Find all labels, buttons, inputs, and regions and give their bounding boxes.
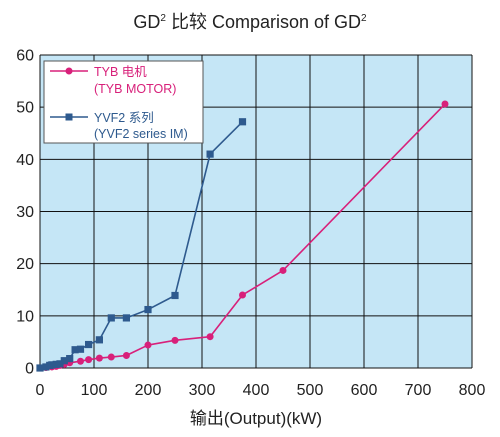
legend-label-tyb-line1: TYB 电机: [94, 65, 147, 79]
legend-box: [43, 60, 204, 144]
data-point: [107, 353, 115, 361]
y-tick-label: 50: [16, 100, 34, 117]
legend-label-tyb-line2: (TYB MOTOR): [94, 82, 176, 96]
x-tick-label: 100: [81, 382, 108, 399]
chart-title-mid: 比较 Comparison of GD: [166, 12, 361, 32]
data-point: [36, 364, 44, 372]
data-point: [77, 357, 84, 365]
data-point: [71, 346, 79, 354]
data-point: [122, 314, 130, 322]
x-tick-label: 700: [405, 382, 432, 399]
chart-title-main: GD: [133, 12, 160, 32]
series-1: [36, 118, 247, 372]
y-tick-label: 20: [16, 256, 34, 273]
legend: TYB 电机 (TYB MOTOR) YVF2 系列 (YVF2 series …: [43, 60, 204, 144]
x-tick-label: 800: [459, 382, 486, 399]
x-tick-label: 300: [189, 382, 216, 399]
data-point: [107, 314, 115, 322]
data-point: [171, 336, 179, 344]
data-point: [42, 363, 50, 371]
x-tick-label: 600: [351, 382, 378, 399]
legend-label-yvf2-line1: YVF2 系列: [94, 111, 154, 125]
data-point: [48, 361, 56, 369]
x-tick-label: 200: [135, 382, 162, 399]
data-point: [279, 266, 287, 274]
data-point: [66, 355, 74, 363]
y-tick-label: 10: [16, 308, 34, 325]
data-point: [95, 336, 103, 344]
chart-title-end-sup: 2: [361, 13, 367, 24]
data-point: [76, 345, 85, 353]
data-point: [122, 351, 130, 359]
data-point: [95, 354, 103, 362]
legend-label-yvf2-line2: (YVF2 series IM): [94, 127, 188, 141]
data-point: [144, 341, 152, 349]
data-point: [56, 360, 64, 368]
y-tick-label: 30: [16, 204, 34, 221]
data-point: [85, 356, 93, 364]
series-layer: [36, 100, 449, 372]
data-point: [206, 150, 214, 158]
legend-marker-tyb: [65, 67, 73, 75]
y-tick-label: 40: [16, 152, 34, 169]
legend-marker-yvf2: [65, 113, 73, 121]
y-tick-labels: 0 10 20 30 40 50 60: [16, 48, 34, 378]
data-point: [206, 333, 214, 341]
data-point: [441, 100, 449, 108]
data-point: [171, 291, 179, 300]
data-point: [52, 360, 60, 368]
data-point: [238, 118, 247, 126]
data-point: [60, 357, 68, 365]
data-point: [144, 305, 152, 314]
x-axis-label: 输出(Output)(kW): [190, 409, 322, 428]
data-point: [239, 291, 246, 299]
x-tick-labels: 0 100 200 300 400 500 600 700 800: [36, 382, 486, 399]
chart-title-sup: 2: [160, 13, 166, 24]
y-tick-label: 60: [16, 48, 34, 65]
chart-title: GD2 比较 Comparison of GD2: [133, 12, 367, 32]
x-tick-label: 500: [297, 382, 324, 399]
x-tick-label: 0: [36, 382, 45, 399]
y-tick-label: 0: [25, 361, 34, 378]
x-tick-label: 400: [243, 382, 270, 399]
data-point: [85, 340, 93, 349]
